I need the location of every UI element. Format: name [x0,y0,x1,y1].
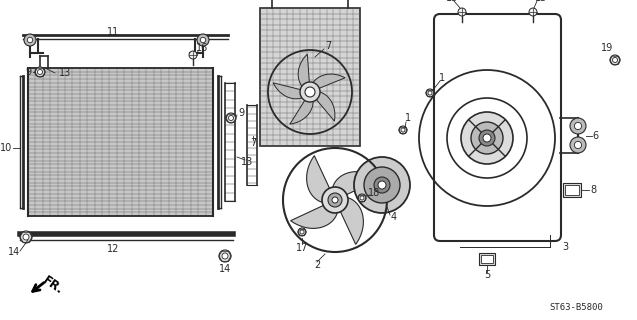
Polygon shape [317,92,335,121]
Circle shape [378,181,386,189]
Bar [28,68,213,216]
Circle shape [461,112,513,164]
Circle shape [575,141,582,148]
Polygon shape [341,198,363,244]
Polygon shape [306,156,329,202]
Circle shape [35,67,45,77]
Circle shape [322,187,348,213]
Circle shape [428,91,432,95]
Text: 12: 12 [107,244,119,254]
Circle shape [332,197,338,203]
Circle shape [20,231,32,243]
Bar [260,8,360,146]
Bar [479,253,495,265]
Polygon shape [290,100,313,124]
Circle shape [23,234,29,240]
Text: 18: 18 [368,188,380,198]
Circle shape [374,177,390,193]
Circle shape [38,69,43,75]
Circle shape [479,130,495,146]
Polygon shape [273,83,302,99]
Circle shape [358,194,366,202]
Text: FR.: FR. [40,273,66,297]
Circle shape [483,134,491,142]
Circle shape [219,250,231,262]
Circle shape [298,228,306,236]
Text: 14: 14 [219,264,231,274]
FancyBboxPatch shape [434,14,561,241]
Circle shape [575,122,582,130]
Circle shape [229,116,234,121]
Text: 17: 17 [296,243,308,253]
Circle shape [226,113,236,123]
Circle shape [529,8,537,16]
Text: 15: 15 [535,0,547,3]
Text: 7: 7 [325,41,331,51]
Text: 9: 9 [25,67,31,77]
Circle shape [222,253,228,259]
Text: 5: 5 [484,270,490,280]
Circle shape [401,128,405,132]
Bar [481,255,493,263]
Circle shape [458,8,466,16]
Text: 13: 13 [59,68,71,78]
Circle shape [197,34,209,46]
Circle shape [364,167,400,203]
Text: 14: 14 [8,247,20,257]
Bar [563,183,581,197]
Circle shape [610,55,620,65]
Text: 4: 4 [391,212,397,222]
Polygon shape [313,74,345,88]
Circle shape [360,196,364,200]
Text: 19: 19 [601,43,613,53]
Bar [565,185,579,195]
Circle shape [426,89,434,97]
Circle shape [399,126,407,134]
Text: 13: 13 [241,157,253,167]
Polygon shape [333,172,380,195]
Text: 7: 7 [250,138,256,148]
Text: 8: 8 [590,185,596,195]
Text: 1: 1 [439,73,445,83]
Text: 16: 16 [196,43,208,53]
Circle shape [613,58,617,62]
Circle shape [300,82,320,102]
Text: 10: 10 [0,143,12,153]
Text: 1: 1 [405,113,411,123]
Circle shape [328,193,342,207]
Polygon shape [290,205,337,228]
Circle shape [471,122,503,154]
Circle shape [200,37,206,43]
Circle shape [570,137,586,153]
Text: 6: 6 [592,131,598,141]
Circle shape [24,34,36,46]
Circle shape [354,157,410,213]
Text: ST63-B5800: ST63-B5800 [549,303,603,313]
Text: 15: 15 [446,0,458,3]
Circle shape [27,37,32,43]
Circle shape [189,51,197,59]
Circle shape [300,230,304,234]
Circle shape [305,87,315,97]
Circle shape [570,118,586,134]
Text: 3: 3 [562,242,568,252]
Polygon shape [298,54,310,86]
Text: 11: 11 [107,27,119,37]
Text: 2: 2 [314,260,320,270]
Text: 9: 9 [238,108,244,118]
